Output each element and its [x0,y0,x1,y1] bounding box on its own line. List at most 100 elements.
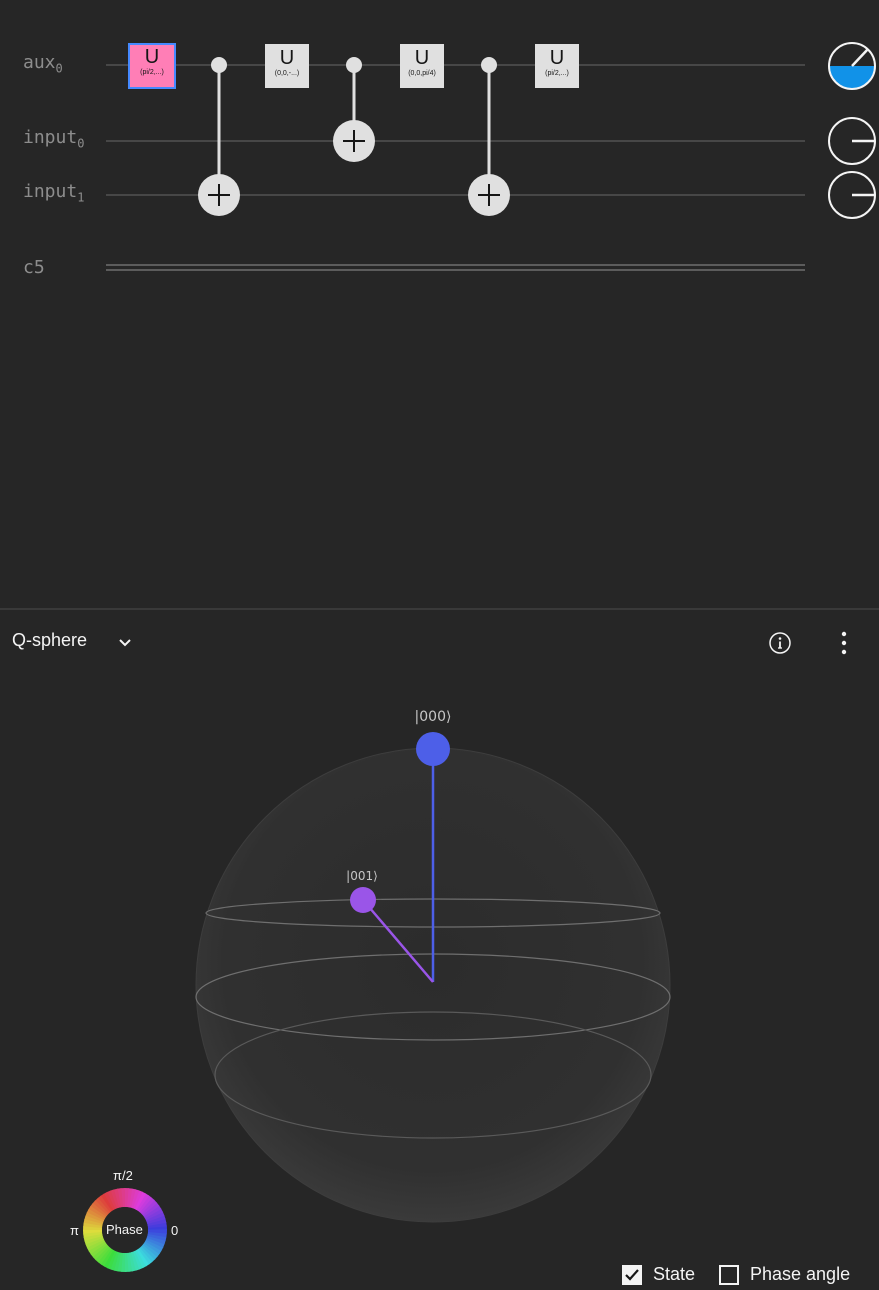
cnot-gate-1[interactable] [198,57,240,216]
control-dot [211,57,227,73]
phase-wheel-segment [145,1211,165,1223]
control-dot [481,57,497,73]
state-point-001 [350,887,376,913]
phase-wheel-segment [137,1195,152,1213]
gate-param: (pi/2,...) [140,69,164,76]
phase-wheel-segment [138,1247,153,1265]
gate-param: (pi/2,...) [545,70,569,77]
phase-wheel-segment [83,1226,103,1231]
phase-wheel-segment [110,1251,120,1271]
phase-wheel-segment [85,1212,105,1223]
phase-wheel-segment [132,1250,144,1270]
qsphere-panel: Q-sphere |000⟩ |001⟩ [0,610,879,1285]
phase-wheel-segment [85,1237,105,1249]
phase-wheel-segment [146,1214,166,1225]
phase-wheel-segment [83,1232,103,1239]
phase-wheel-segment [145,1237,165,1248]
phase-wheel-segment [83,1233,103,1242]
phase-label-center: Phase [106,1222,143,1237]
phase-wheel-segment [130,1189,140,1209]
qsphere-canvas: |000⟩ |001⟩ [83,709,671,1272]
phase-wheel-segment [134,1249,147,1269]
u-gate-3[interactable]: U (0,0,pi/4) [400,44,444,88]
gate-name: U [549,47,565,69]
phase-wheel-segment [144,1239,164,1251]
phase-wheel-segment [98,1247,113,1265]
phase-wheel-segment [136,1248,150,1267]
wire-label-input1: input1 [23,181,85,205]
phase-angle-checkbox-label: Phase angle [750,1264,851,1284]
circuit-canvas [106,42,876,271]
phase-wheel-segment [97,1195,112,1213]
gate-name: U [144,46,160,68]
panel-divider[interactable] [0,608,879,610]
phase-wheel-segment [104,1249,116,1269]
wire-label-c5: c5 [23,257,45,278]
state-label-000: |000⟩ [415,709,452,725]
phase-wheel-segment [128,1252,137,1272]
phase-wheel-segment [90,1203,108,1218]
phase-label-top: π/2 [113,1168,133,1183]
state-vector-001 [362,899,434,983]
phase-wheel-segment [92,1244,110,1261]
u-gate-1[interactable]: U (pi/2,...) [128,43,176,89]
phase-wheel-segment [95,1246,111,1263]
state-label-001: |001⟩ [346,869,378,883]
phase-wheel-segment [114,1252,122,1272]
phase-wheel-segment [130,1251,141,1271]
wire-label-aux0: aux0 [23,52,63,76]
phase-wheel-segment [107,1250,118,1270]
phase-wheel-segment [143,1205,162,1219]
visualization-dropdown-label[interactable]: Q-sphere [12,630,88,650]
phase-angle-checkbox[interactable] [719,1265,739,1285]
phase-wheel-segment [121,1252,126,1272]
phase-wheel-segment [127,1252,134,1272]
phase-wheel-segment [147,1229,167,1234]
state-point-000 [416,732,450,766]
phase-wheel-segment [106,1190,118,1210]
phase-wheel-segment [84,1215,104,1225]
phase-wheel-segment [147,1233,167,1241]
phase-wheel-segment [113,1188,122,1208]
phase-wheel-segment [142,1202,160,1217]
phase-wheel-segment [147,1221,167,1228]
probability-indicator-aux0 [828,42,876,90]
checkmark-icon [625,1269,639,1281]
phase-wheel-segment [88,1205,107,1219]
phase-wheel-segment [88,1241,107,1255]
phase-wheel-segment [90,1243,108,1258]
cnot-gate-2[interactable] [333,57,375,162]
control-dot [346,57,362,73]
phase-wheel-segment [83,1219,103,1227]
overflow-menu-icon[interactable] [834,630,854,656]
gate-param: (0,0,-...) [274,70,300,77]
phase-wheel-segment [139,1245,156,1263]
u-gate-2[interactable]: U (0,0,-...) [265,44,309,88]
phase-wheel-segment [136,1193,150,1212]
phase-label-left: π [70,1223,79,1238]
phase-wheel-segment [142,1242,160,1257]
latitude-ring-bottom [214,1011,652,1139]
circuit-composer: aux0 input0 input1 c5 [0,0,879,608]
phase-wheel-segment [92,1200,109,1216]
phase-wheel-segment [94,1197,111,1215]
phase-wheel-segment [140,1199,158,1216]
phase-wheel-segment [146,1235,166,1245]
info-icon[interactable] [768,631,792,655]
phase-wheel-segment [86,1209,106,1221]
phase-wheel-segment [116,1188,123,1208]
phase-wheel-segment [139,1197,155,1214]
u-gate-4[interactable]: U (pi/2,...) [535,44,579,88]
gate-name: U [414,47,430,69]
phase-wheel-center [102,1207,148,1253]
phase-wheel-segment [141,1244,158,1260]
state-checkbox[interactable] [622,1265,642,1285]
phase-wheel-segment [128,1188,136,1208]
wire-label-input0: input0 [23,127,85,151]
state-checkbox-label: State [653,1264,696,1284]
phase-wheel-segment [143,1241,162,1255]
phase-wheel-segment [86,1239,106,1252]
cnot-gate-3[interactable] [468,57,510,216]
chevron-down-icon[interactable] [116,634,134,652]
phase-wheel-segment [134,1191,146,1211]
